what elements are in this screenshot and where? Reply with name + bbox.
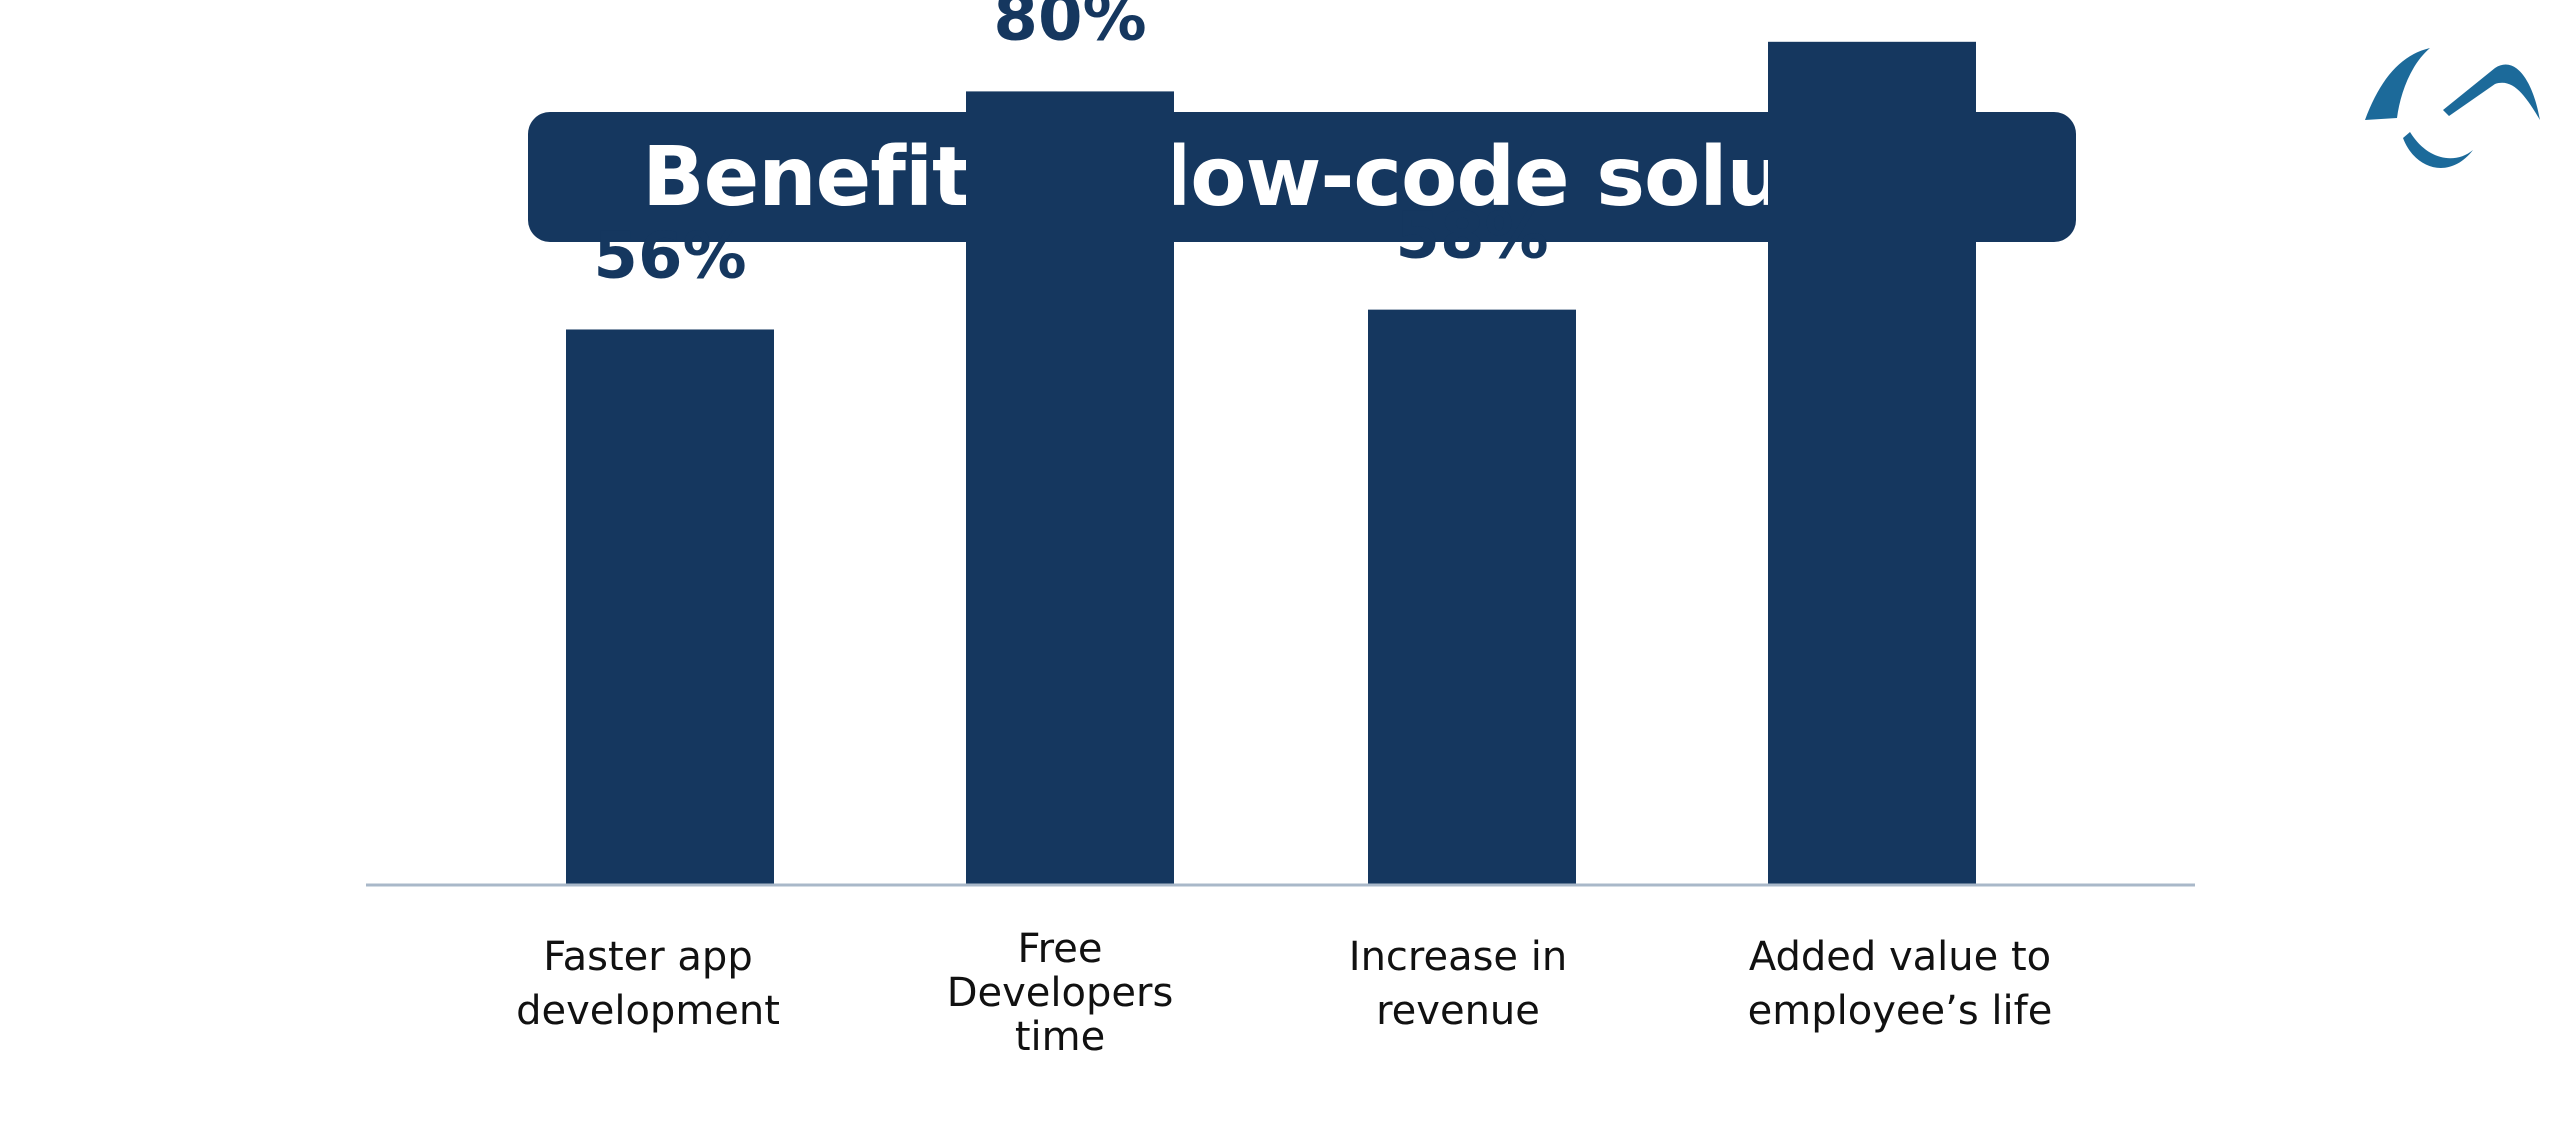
- brand-logo-icon: [2365, 48, 2540, 168]
- chart-title: Benefits of low-code solution: [642, 129, 1963, 225]
- category-label-1-line-1: Faster app: [543, 934, 752, 980]
- logo-right-arc: [2443, 64, 2540, 120]
- logo-upper-arc: [2365, 48, 2430, 120]
- bar-3: [1368, 309, 1576, 885]
- value-label-3: 58%: [1395, 200, 1548, 274]
- category-label-1-line-2: development: [516, 988, 780, 1034]
- bar-2: [966, 91, 1174, 885]
- value-label-2: 80%: [993, 0, 1146, 55]
- logo-lower-arc: [2403, 132, 2473, 168]
- category-label-3-line-2: revenue: [1376, 988, 1540, 1034]
- category-label-2-line-3: time: [1015, 1014, 1105, 1060]
- category-label-4-line-1: Added value to: [1749, 934, 2051, 980]
- bar-4: [1768, 41, 1976, 886]
- value-label-4: 85%: [1795, 0, 1948, 6]
- category-label-2-line-1: Free: [1018, 926, 1103, 972]
- bar-1: [566, 329, 774, 886]
- category-label-2-line-2: Developers: [947, 970, 1174, 1016]
- labels-layer: 56% Faster app development 80% FreeDeveloper…: [516, 0, 2052, 1060]
- bars-layer: [566, 41, 1976, 886]
- category-label-4-line-2: employee’s life: [1748, 988, 2053, 1034]
- value-label-1: 56%: [593, 219, 746, 293]
- category-label-3-line-1: Increase in: [1349, 934, 1567, 980]
